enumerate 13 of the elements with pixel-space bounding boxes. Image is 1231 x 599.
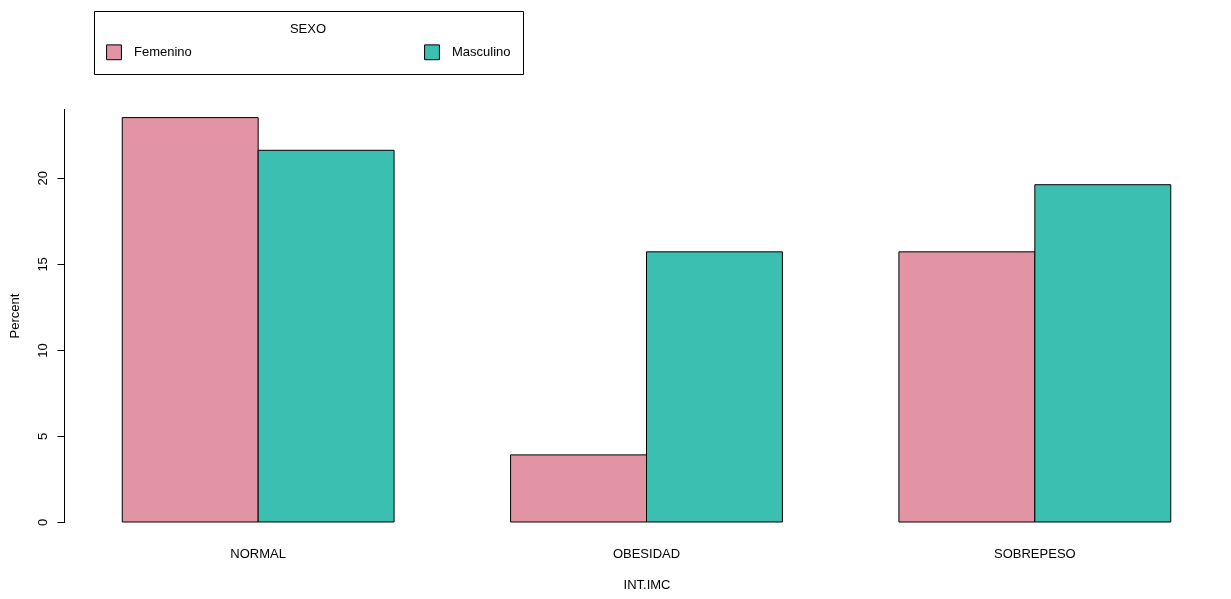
y-tick-label: 20	[34, 171, 50, 186]
legend-title: SEXO	[289, 21, 327, 36]
y-axis-title: Percent	[6, 293, 22, 339]
y-tick-label: 10	[34, 343, 50, 358]
x-axis-title: INT.IMC	[623, 576, 671, 592]
x-tick-label: SOBREPESO	[994, 545, 1076, 561]
x-tick-label: OBESIDAD	[612, 545, 681, 561]
x-tick-label: NORMAL	[230, 545, 286, 561]
y-tick-label: 5	[34, 432, 50, 441]
y-tick-label: 15	[34, 257, 50, 272]
legend-label: Masculino	[452, 44, 511, 60]
legend-label: Femenino	[134, 44, 192, 60]
y-tick-label: 0	[34, 518, 50, 527]
